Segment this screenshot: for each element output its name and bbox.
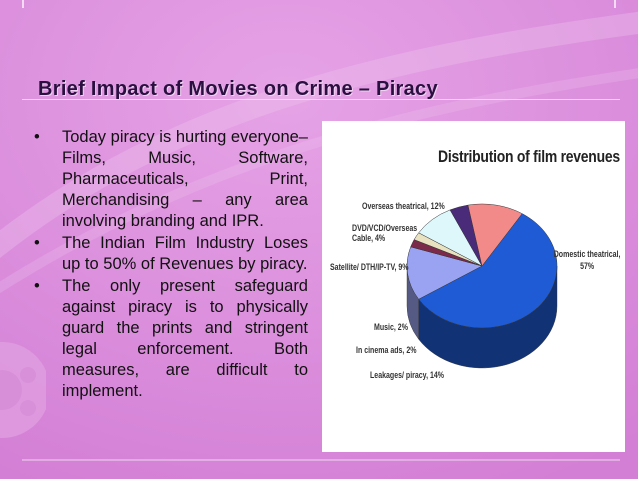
bullet-marker: •	[34, 128, 40, 146]
slice-label-music: Music, 2%	[374, 322, 408, 332]
bullet-marker: •	[34, 277, 40, 295]
slice-label-dvd-cable: DVD/VCD/Overseas Cable, 4%	[352, 223, 418, 243]
top-frame-lines	[22, 0, 616, 8]
chart-title: Distribution of film revenues	[438, 147, 620, 166]
bullet-item: • Today piracy is hurting everyone– Film…	[30, 127, 308, 232]
pie-chart	[406, 203, 558, 369]
slice-label-in-cinema-ads: In cinema ads, 2%	[356, 345, 417, 355]
slice-label-satellite: Satellite/ DTH/IP-TV, 9%	[330, 262, 409, 272]
film-reel-decoration	[0, 342, 46, 438]
pie-slice	[406, 246, 483, 300]
slice-label-overseas-theatrical: Overseas theatrical, 12%	[362, 201, 445, 211]
pie-slice	[418, 213, 558, 329]
pie-chart-figure: Distribution of film revenues Overseas t…	[322, 121, 625, 452]
bullet-text: The Indian Film Industry Loses up to 50%…	[62, 234, 308, 273]
bullet-marker: •	[34, 234, 40, 252]
bullet-item: • The only present safeguard against pir…	[30, 276, 308, 402]
dvd-cable-label-text: DVD/VCD/Overseas Cable, 4%	[352, 223, 418, 243]
slide-title: Brief Impact of Movies on Crime – Piracy	[38, 78, 438, 100]
slice-label-domestic-theatrical: Domestic theatrical, 57%	[553, 249, 621, 271]
bullet-item: • The Indian Film Industry Loses up to 5…	[30, 233, 308, 275]
slice-label-leakages-piracy: Leakages/ piracy, 14%	[370, 370, 445, 380]
pie-slice	[467, 203, 523, 267]
bullet-text: Today piracy is hurting everyone– Films,…	[62, 128, 308, 230]
title-underline	[22, 99, 620, 100]
bullet-text: The only present safeguard against pirac…	[62, 277, 308, 400]
bullet-list: • Today piracy is hurting everyone– Film…	[30, 127, 308, 403]
